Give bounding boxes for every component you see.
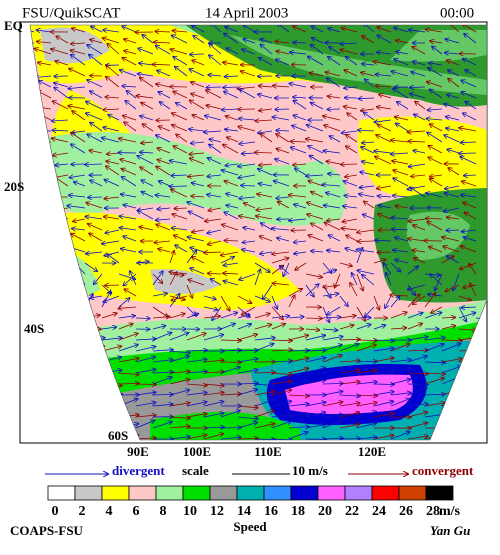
legend-divergent: divergent: [112, 463, 165, 478]
colorbar-box: [129, 486, 156, 500]
header-time: 00:00: [440, 5, 474, 21]
colorbar-box: [345, 486, 372, 500]
colorbar-tick-label: 12: [210, 504, 224, 519]
colorbar-box: [264, 486, 291, 500]
colorbar-tick-label: 2: [79, 504, 86, 519]
colorbar-box: [237, 486, 264, 500]
colorbar-box: [426, 486, 453, 500]
colorbar-tick-label: 24: [372, 504, 386, 519]
colorbar-title: Speed: [233, 519, 267, 534]
colorbar-box: [372, 486, 399, 500]
wind-arrow: [341, 164, 357, 165]
wind-arrow: [136, 318, 150, 319]
footer-left: COAPS-FSU: [10, 523, 84, 538]
lon-label: 110E: [254, 444, 281, 459]
lat-label: 40S: [24, 321, 44, 336]
colorbar-tick-label: 16: [264, 504, 278, 519]
colorbar-box: [48, 486, 75, 500]
legend-scale-value: 10 m/s: [292, 463, 328, 478]
colorbar-tick-label: 28: [426, 504, 440, 519]
colorbar-tick-label: 20: [318, 504, 332, 519]
wind-arrow: [136, 384, 156, 385]
wind-arrow: [374, 384, 394, 385]
wind-arrow: [446, 230, 459, 231]
lon-label: 120E: [358, 444, 386, 459]
colorbar-box: [183, 486, 210, 500]
wind-arrow: [377, 252, 391, 253]
colorbar-box: [399, 486, 426, 500]
colorbar-tick-label: 22: [345, 504, 359, 519]
wind-arrow: [88, 197, 102, 198]
colorbar-box: [75, 486, 102, 500]
colorbar-tick-label: 18: [291, 504, 305, 519]
wind-arrow: [459, 153, 476, 154]
lat-label: 20S: [4, 179, 24, 194]
lat-label: EQ: [4, 18, 23, 33]
colorbar-box: [210, 486, 237, 500]
lon-label: 90E: [127, 444, 149, 459]
footer-right: Yan Gu: [430, 523, 470, 538]
colorbar-tick-label: 0: [52, 504, 59, 519]
wind-arrow: [206, 87, 221, 88]
wind-arrow: [275, 109, 289, 110]
wind-arrow: [410, 87, 425, 88]
wind-arrow: [306, 318, 322, 319]
wind-arrow: [293, 43, 306, 44]
wind-arrow: [358, 241, 375, 242]
colorbar-unit: m/s: [439, 504, 461, 519]
colorbar-tick-label: 8: [160, 504, 167, 519]
colorbar-box: [102, 486, 129, 500]
lat-label: 60S: [108, 428, 128, 443]
wind-arrow: [105, 285, 119, 286]
legend-scale: scale: [182, 463, 209, 478]
legend-convergent: convergent: [412, 463, 474, 478]
colorbar-tick-label: 6: [133, 504, 140, 519]
colorbar-box: [156, 486, 183, 500]
wind-arrow: [190, 54, 204, 55]
header-left: FSU/QuikSCAT: [22, 5, 120, 21]
colorbar-box: [291, 486, 318, 500]
colorbar-box: [318, 486, 345, 500]
header-date: 14 April 2003: [205, 5, 288, 21]
colorbar-tick-label: 14: [237, 504, 251, 519]
colorbar-tick-label: 10: [183, 504, 197, 519]
lon-label: 100E: [183, 444, 211, 459]
wind-arrow: [170, 186, 188, 187]
colorbar-tick-label: 4: [106, 504, 113, 519]
colorbar-tick-label: 26: [399, 504, 413, 519]
